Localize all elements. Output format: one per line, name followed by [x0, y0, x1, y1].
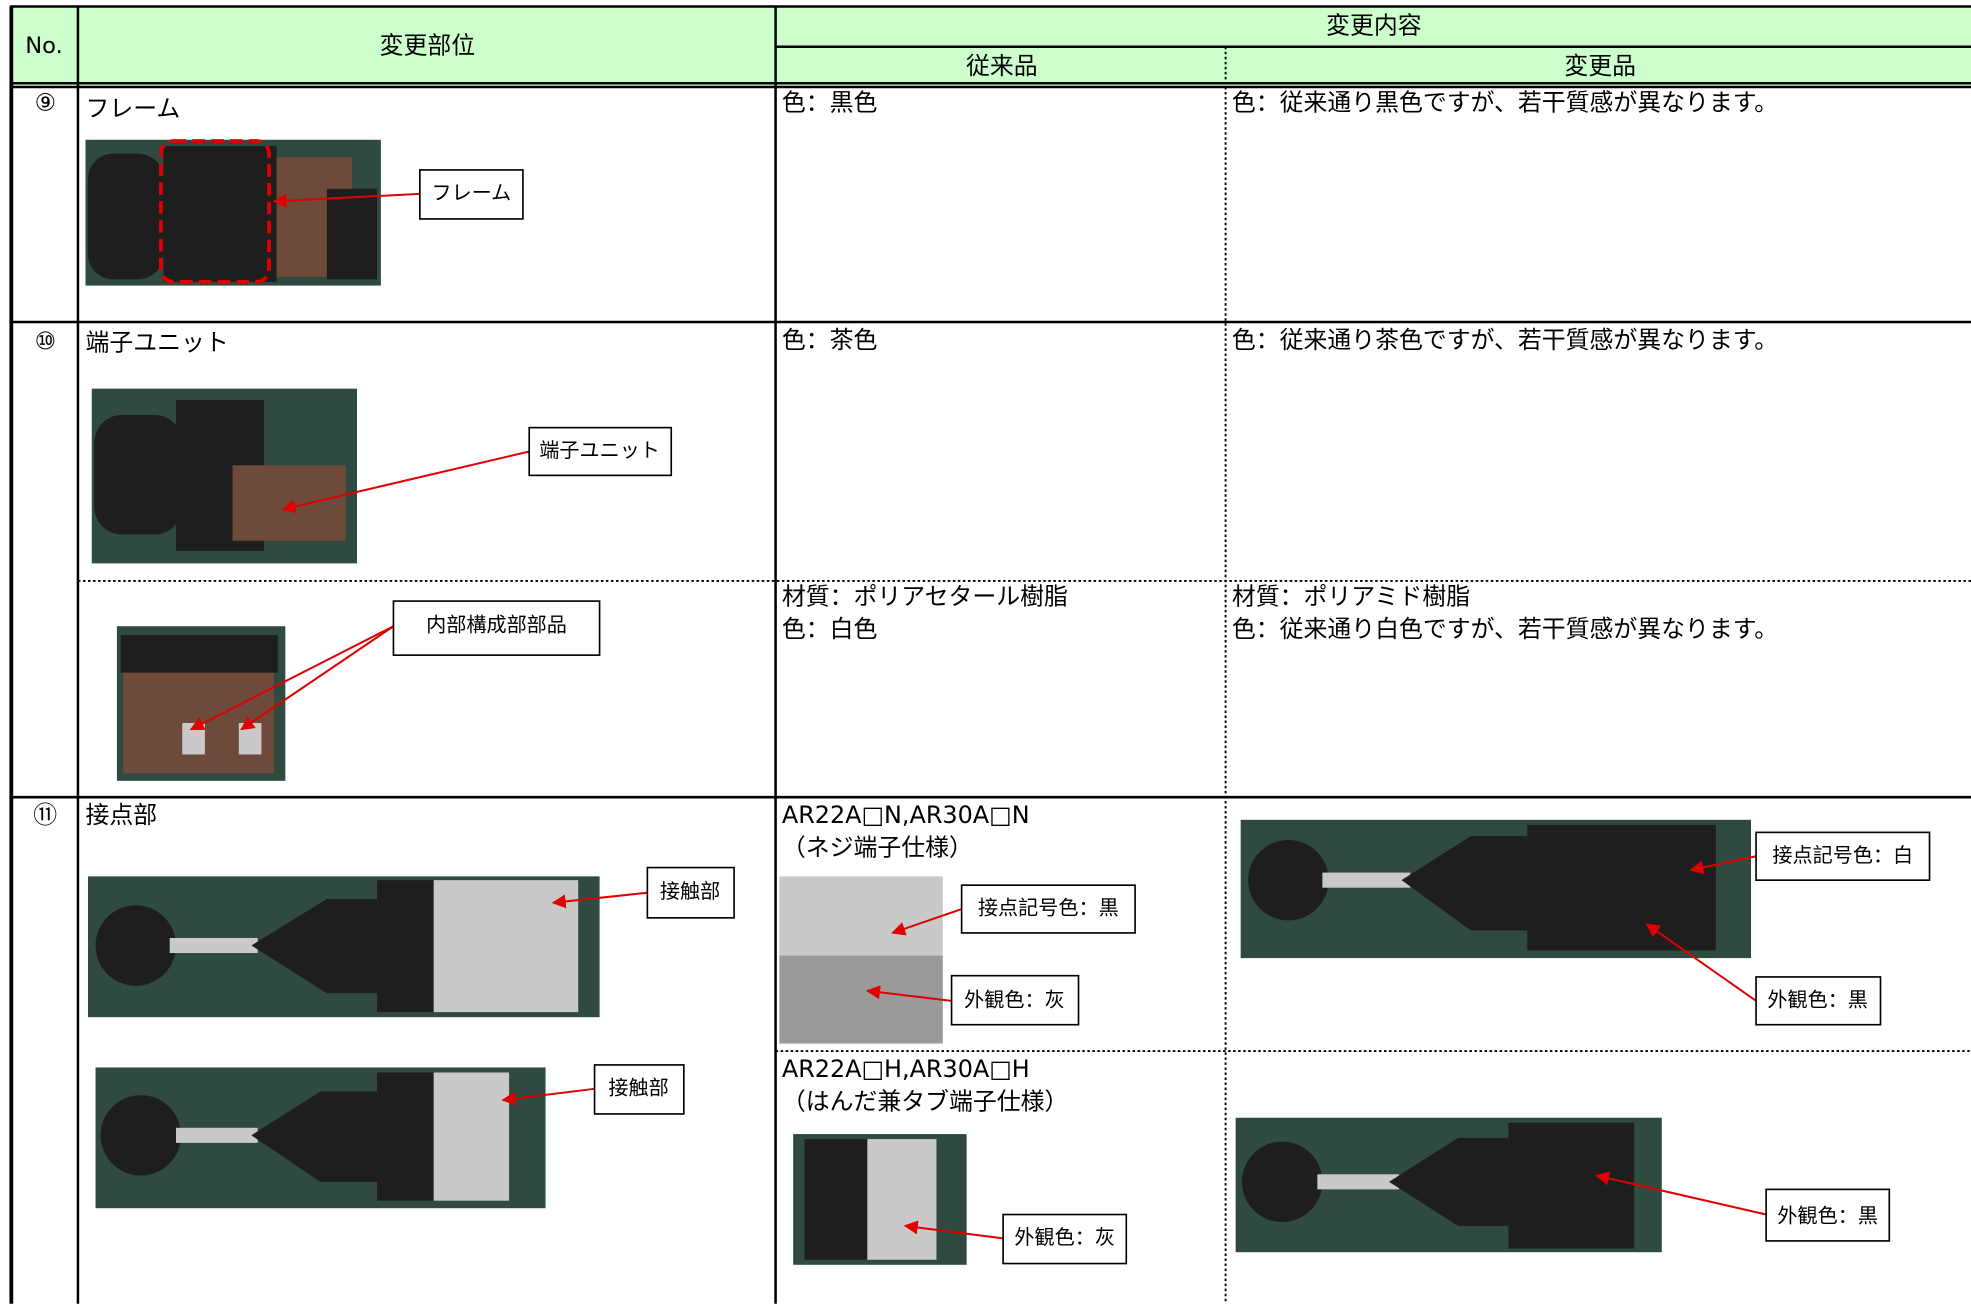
photo: [1235, 1117, 1662, 1253]
header-after: 変更品: [1564, 52, 1636, 80]
after-text: 色：従来通り黒色ですが、若干質感が異なります。: [1232, 88, 1778, 116]
before-text: 色：茶色: [782, 326, 878, 354]
photo: [85, 139, 381, 286]
callout-box: [593, 1064, 685, 1115]
row-part: 接点部: [85, 801, 157, 829]
row-part: 端子ユニット: [85, 328, 228, 356]
callout: 接触部: [660, 879, 720, 903]
before-text: AR22A□H,AR30A□H: [782, 1055, 1030, 1083]
callout: 接点記号色：白: [1772, 843, 1913, 867]
arrow: [272, 192, 420, 208]
row-no: ⑪: [33, 801, 57, 829]
header-content: 変更内容: [1326, 12, 1422, 40]
highlight: [159, 139, 271, 284]
header-no: No.: [25, 33, 63, 59]
after-text: 材質：ポリアミド樹脂: [1232, 582, 1470, 610]
header-part: 変更部位: [380, 32, 475, 60]
callout-box: [1755, 831, 1931, 881]
callout-box: [646, 866, 735, 919]
before-text: （ネジ端子仕様）: [782, 834, 973, 862]
row-part: フレーム: [85, 95, 180, 123]
photo: [1240, 819, 1752, 959]
after-text: 色：従来通り茶色ですが、若干質感が異なります。: [1232, 326, 1778, 354]
arrow: [891, 908, 962, 936]
arrow: [1595, 1171, 1767, 1216]
photo: [95, 1067, 546, 1209]
before-text: 色：黒色: [782, 88, 878, 116]
photo: [793, 1134, 967, 1265]
callout-box: [1765, 1188, 1891, 1242]
callout: 接点記号色：黒: [978, 896, 1119, 920]
callout: 外観色：黒: [1767, 987, 1868, 1011]
header-before: 従来品: [966, 52, 1038, 80]
arrow: [1689, 855, 1757, 875]
callout: 内部構成部部品: [426, 613, 567, 637]
row-no: ⑨: [35, 88, 56, 116]
before-text: AR22A□N,AR30A□N: [782, 801, 1030, 829]
arrow: [551, 891, 648, 909]
callout: 外観色：灰: [1014, 1225, 1115, 1249]
callout-box: [950, 974, 1080, 1026]
callout-box: [1002, 1213, 1128, 1265]
before-text: 色：白色: [782, 615, 878, 643]
callout-box: [960, 884, 1136, 934]
callout: 外観色：灰: [964, 987, 1065, 1011]
callout: 接触部: [608, 1075, 668, 1099]
arrow: [903, 1220, 1004, 1240]
before-text: （はんだ兼タブ端子仕様）: [782, 1088, 1068, 1116]
before-text: 材質：ポリアセタール樹脂: [782, 582, 1068, 610]
arrow: [865, 985, 952, 1002]
photo: [87, 876, 600, 1018]
arrow: [1645, 923, 1757, 1002]
photo: [779, 876, 943, 1044]
arrow: [189, 625, 394, 731]
photo: [91, 388, 357, 564]
after-text: 色：従来通り白色ですが、若干質感が異なります。: [1232, 615, 1778, 643]
callout: 端子ユニット: [539, 438, 660, 462]
callout: フレーム: [431, 180, 511, 204]
callout-box: [419, 169, 524, 220]
photo: [116, 626, 286, 781]
arrow: [240, 625, 395, 731]
callout-box: [392, 600, 601, 656]
arrow: [501, 1087, 595, 1106]
arrow: [281, 450, 530, 514]
callout-box: [1755, 976, 1882, 1026]
callout-box: [528, 426, 673, 477]
callout: 外観色：黒: [1777, 1204, 1878, 1228]
row-no: ⑩: [35, 327, 56, 355]
